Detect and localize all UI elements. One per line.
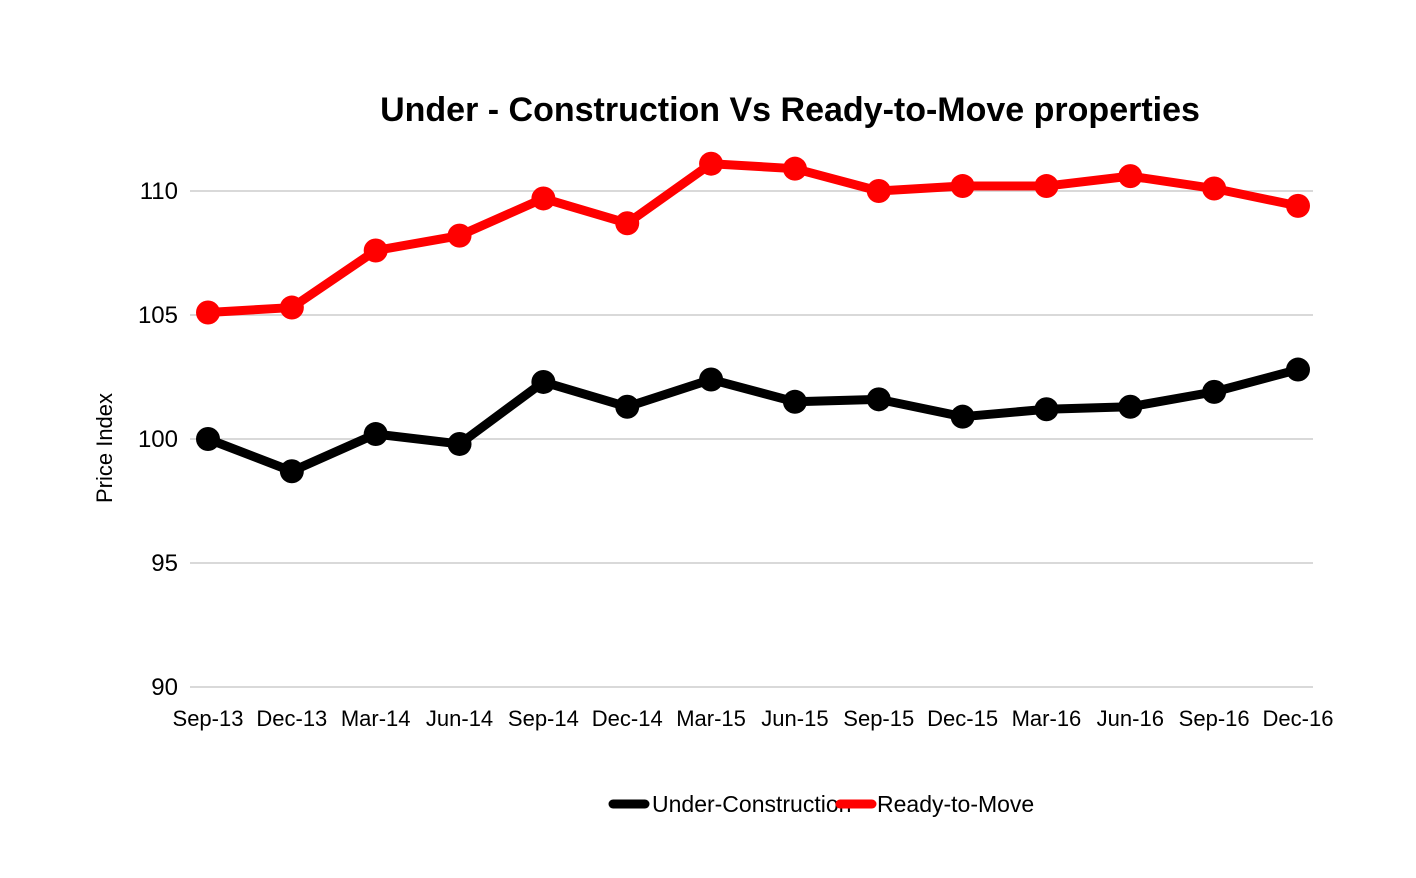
gridlines (190, 190, 1313, 564)
data-point (1034, 174, 1059, 199)
data-point (950, 174, 975, 199)
x-tick-label: Sep-13 (173, 706, 244, 731)
data-point (1034, 397, 1059, 422)
data-point (447, 223, 472, 248)
data-point (1286, 357, 1310, 382)
x-tick-label: Dec-14 (592, 706, 663, 731)
chart-title: Under - Construction Vs Ready-to-Move pr… (380, 91, 1200, 129)
data-point (615, 211, 640, 236)
data-point (866, 179, 891, 203)
x-tick-label: Jun-16 (1097, 706, 1164, 731)
series-layer (196, 151, 1310, 484)
series-line (203, 365, 1303, 476)
data-point (531, 369, 556, 394)
data-point (782, 389, 807, 414)
x-tick-label: Dec-16 (1263, 706, 1334, 731)
legend: Under-Construction Ready-to-Move (608, 791, 1034, 817)
y-axis-label: Price Index (92, 393, 117, 503)
y-tick-label: 100 (138, 426, 178, 453)
x-tick-label: Sep-15 (843, 706, 914, 731)
data-point (447, 431, 472, 456)
x-axis-ticks: Sep-13 Dec-13 Mar-14 Jun-14 Sep-14 Dec-14 Mar-… (173, 706, 1334, 731)
data-point (1286, 193, 1310, 218)
x-tick-label: Dec-13 (256, 706, 327, 731)
legend-item: Under-Construction (608, 791, 851, 817)
series-0 (196, 357, 1310, 484)
y-tick-label: 105 (138, 302, 178, 329)
legend-label: Under-Construction (652, 791, 851, 817)
y-tick-label: 90 (151, 674, 178, 701)
x-tick-label: Mar-16 (1012, 706, 1082, 731)
data-point (196, 427, 220, 451)
series-line (203, 159, 1303, 318)
x-tick-label: Sep-16 (1179, 706, 1250, 731)
data-point (363, 422, 388, 447)
y-tick-label: 110 (140, 178, 178, 205)
x-tick-label: Sep-14 (508, 706, 579, 731)
y-axis-ticks: 90 95 100 105 110 (138, 178, 178, 701)
data-point (699, 367, 724, 392)
data-point (866, 387, 891, 412)
x-tick-label: Mar-15 (676, 706, 746, 731)
x-tick-label: Dec-15 (927, 706, 998, 731)
data-point (363, 238, 388, 263)
x-tick-label: Mar-14 (341, 706, 411, 731)
series-1 (196, 151, 1310, 325)
data-point (279, 295, 304, 320)
data-point (279, 459, 304, 484)
legend-item: Ready-to-Move (835, 791, 1034, 817)
data-point (699, 151, 724, 176)
legend-label: Ready-to-Move (877, 791, 1034, 817)
data-point (1118, 164, 1143, 189)
x-tick-label: Jun-14 (426, 706, 493, 731)
y-tick-label: 95 (151, 550, 178, 577)
data-point (782, 156, 807, 181)
x-tick-label: Jun-15 (761, 706, 828, 731)
data-point (1118, 394, 1143, 419)
data-point (615, 394, 640, 419)
data-point (1202, 379, 1227, 404)
data-point (531, 186, 556, 211)
data-point (1202, 176, 1227, 201)
data-point (196, 300, 220, 325)
data-point (950, 404, 975, 429)
